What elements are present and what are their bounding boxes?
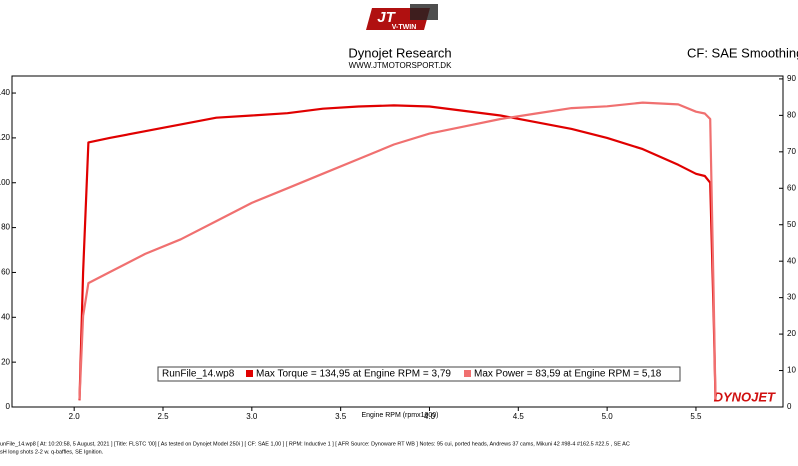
logo-mark: JT — [377, 9, 396, 26]
legend-file: RunFile_14.wp8 — [162, 369, 235, 380]
plot-area — [11, 75, 784, 408]
footer-note: sH long shots 2-2 w. q-baffles, SE Ignit… — [0, 449, 104, 455]
logo-flag — [410, 4, 438, 20]
legend-box — [157, 366, 681, 382]
x-tick-label: 2.0 — [69, 412, 81, 421]
y2-tick-label: 0 — [787, 402, 792, 411]
logo: JT V-TWIN — [366, 4, 438, 31]
legend-entry: Max Power = 83,59 at Engine RPM = 5,18 — [474, 369, 662, 380]
y-tick-label: 0 — [6, 402, 11, 411]
y-tick-label: 60 — [1, 268, 10, 277]
x-axis-title: Engine RPM (rpmx1000) — [361, 412, 438, 419]
legend: RunFile_14.wp8 Max Torque = 134,95 at En… — [157, 366, 681, 382]
data-line — [78, 104, 717, 401]
y-tick-label: 120 — [0, 133, 11, 142]
corner-note: CF: SAE Smoothing: 5 — [687, 45, 798, 60]
brand-logo: DYNOJET — [714, 389, 776, 404]
x-tick-label: 4.0 — [424, 412, 436, 421]
chart-title: Dynojet Research — [348, 45, 451, 60]
legend-swatch — [246, 370, 253, 377]
y2-tick-label: 90 — [787, 74, 796, 83]
y-tick-label: 80 — [1, 223, 10, 232]
x-tick-label: 3.0 — [246, 412, 258, 421]
y2-tick-label: 20 — [787, 329, 796, 338]
y-tick-label: 140 — [0, 88, 11, 97]
y2-tick-label: 10 — [787, 366, 796, 375]
x-tick-label: 5.5 — [690, 412, 702, 421]
y-tick-label: 40 — [1, 312, 10, 321]
y2-tick-label: 30 — [787, 293, 796, 302]
x-tick-label: 2.5 — [157, 412, 169, 421]
y2-tick-label: 70 — [787, 147, 796, 156]
legend-entry: Max Torque = 134,95 at Engine RPM = 3,79 — [256, 369, 451, 380]
y2-tick-label: 50 — [787, 220, 796, 229]
data-line — [78, 101, 717, 400]
x-tick-label: 4.5 — [513, 412, 525, 421]
legend-swatch — [464, 370, 471, 377]
logo-tag: V-TWIN — [392, 24, 417, 31]
y2-tick-label: 60 — [787, 183, 796, 192]
footer-note: unFile_14.wp8 [ At: 10:20:58, 5 August, … — [0, 441, 630, 447]
y2-tick-label: 40 — [787, 256, 796, 265]
y-tick-label: 20 — [1, 357, 10, 366]
y-tick-label: 100 — [0, 178, 11, 187]
x-tick-label: 3.5 — [335, 412, 347, 421]
x-tick-label: 5.0 — [602, 412, 614, 421]
chart-subtitle: WWW.JTMOTORSPORT.DK — [349, 61, 452, 70]
y2-tick-label: 80 — [787, 110, 796, 119]
